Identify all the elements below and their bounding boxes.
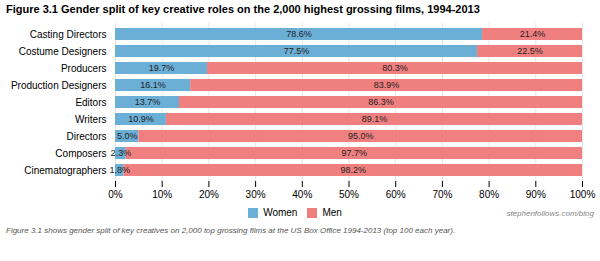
html-text:Figure 3.1 Gender split of key: Figure 3.1 Gender split of key creative … bbox=[6, 3, 480, 15]
svg-text:Composers: Composers bbox=[55, 148, 106, 159]
svg-text:2.3%: 2.3% bbox=[111, 148, 132, 158]
svg-text:5.0%: 5.0% bbox=[117, 131, 138, 141]
svg-text:78.6%: 78.6% bbox=[286, 29, 312, 39]
svg-text:77.5%: 77.5% bbox=[284, 46, 310, 56]
svg-text:89.1%: 89.1% bbox=[362, 114, 388, 124]
svg-text:Cinematographers: Cinematographers bbox=[24, 165, 106, 176]
svg-text:83.9%: 83.9% bbox=[374, 80, 400, 90]
svg-text:70%: 70% bbox=[432, 189, 452, 200]
svg-text:Producers: Producers bbox=[61, 63, 107, 74]
svg-text:16.1%: 16.1% bbox=[140, 80, 166, 90]
svg-text:Writers: Writers bbox=[75, 114, 106, 125]
svg-text:40%: 40% bbox=[292, 189, 312, 200]
html-text:Men: Men bbox=[322, 207, 342, 218]
svg-text:22.5%: 22.5% bbox=[517, 46, 543, 56]
svg-text:98.2%: 98.2% bbox=[340, 165, 366, 175]
svg-text:20%: 20% bbox=[199, 189, 219, 200]
svg-text:Directors: Directors bbox=[66, 131, 106, 142]
svg-text:80%: 80% bbox=[479, 189, 499, 200]
svg-text:80.3%: 80.3% bbox=[382, 63, 408, 73]
svg-text:30%: 30% bbox=[246, 189, 266, 200]
svg-text:13.7%: 13.7% bbox=[135, 97, 161, 107]
svg-text:95.0%: 95.0% bbox=[348, 131, 374, 141]
svg-text:0%: 0% bbox=[108, 189, 123, 200]
svg-text:Production Designers: Production Designers bbox=[11, 80, 107, 91]
html-text:stephenfollows.com/blog: stephenfollows.com/blog bbox=[506, 209, 594, 218]
svg-text:19.7%: 19.7% bbox=[149, 63, 175, 73]
svg-text:100%: 100% bbox=[570, 189, 596, 200]
html-text:Women: Women bbox=[263, 207, 298, 218]
svg-text:Casting Directors: Casting Directors bbox=[30, 29, 107, 40]
svg-text:10%: 10% bbox=[152, 189, 172, 200]
svg-text:97.7%: 97.7% bbox=[342, 148, 368, 158]
svg-text:50%: 50% bbox=[339, 189, 359, 200]
svg-text:21.4%: 21.4% bbox=[520, 29, 546, 39]
svg-text:60%: 60% bbox=[386, 189, 406, 200]
html-text:Figure 3.1 shows gender split: Figure 3.1 shows gender split of key cre… bbox=[6, 226, 456, 235]
svg-text:10.9%: 10.9% bbox=[128, 114, 154, 124]
svg-text:Costume Designers: Costume Designers bbox=[19, 46, 107, 57]
svg-text:Editors: Editors bbox=[75, 97, 106, 108]
svg-text:1.8%: 1.8% bbox=[109, 165, 130, 175]
svg-text:90%: 90% bbox=[526, 189, 546, 200]
svg-text:86.3%: 86.3% bbox=[368, 97, 394, 107]
